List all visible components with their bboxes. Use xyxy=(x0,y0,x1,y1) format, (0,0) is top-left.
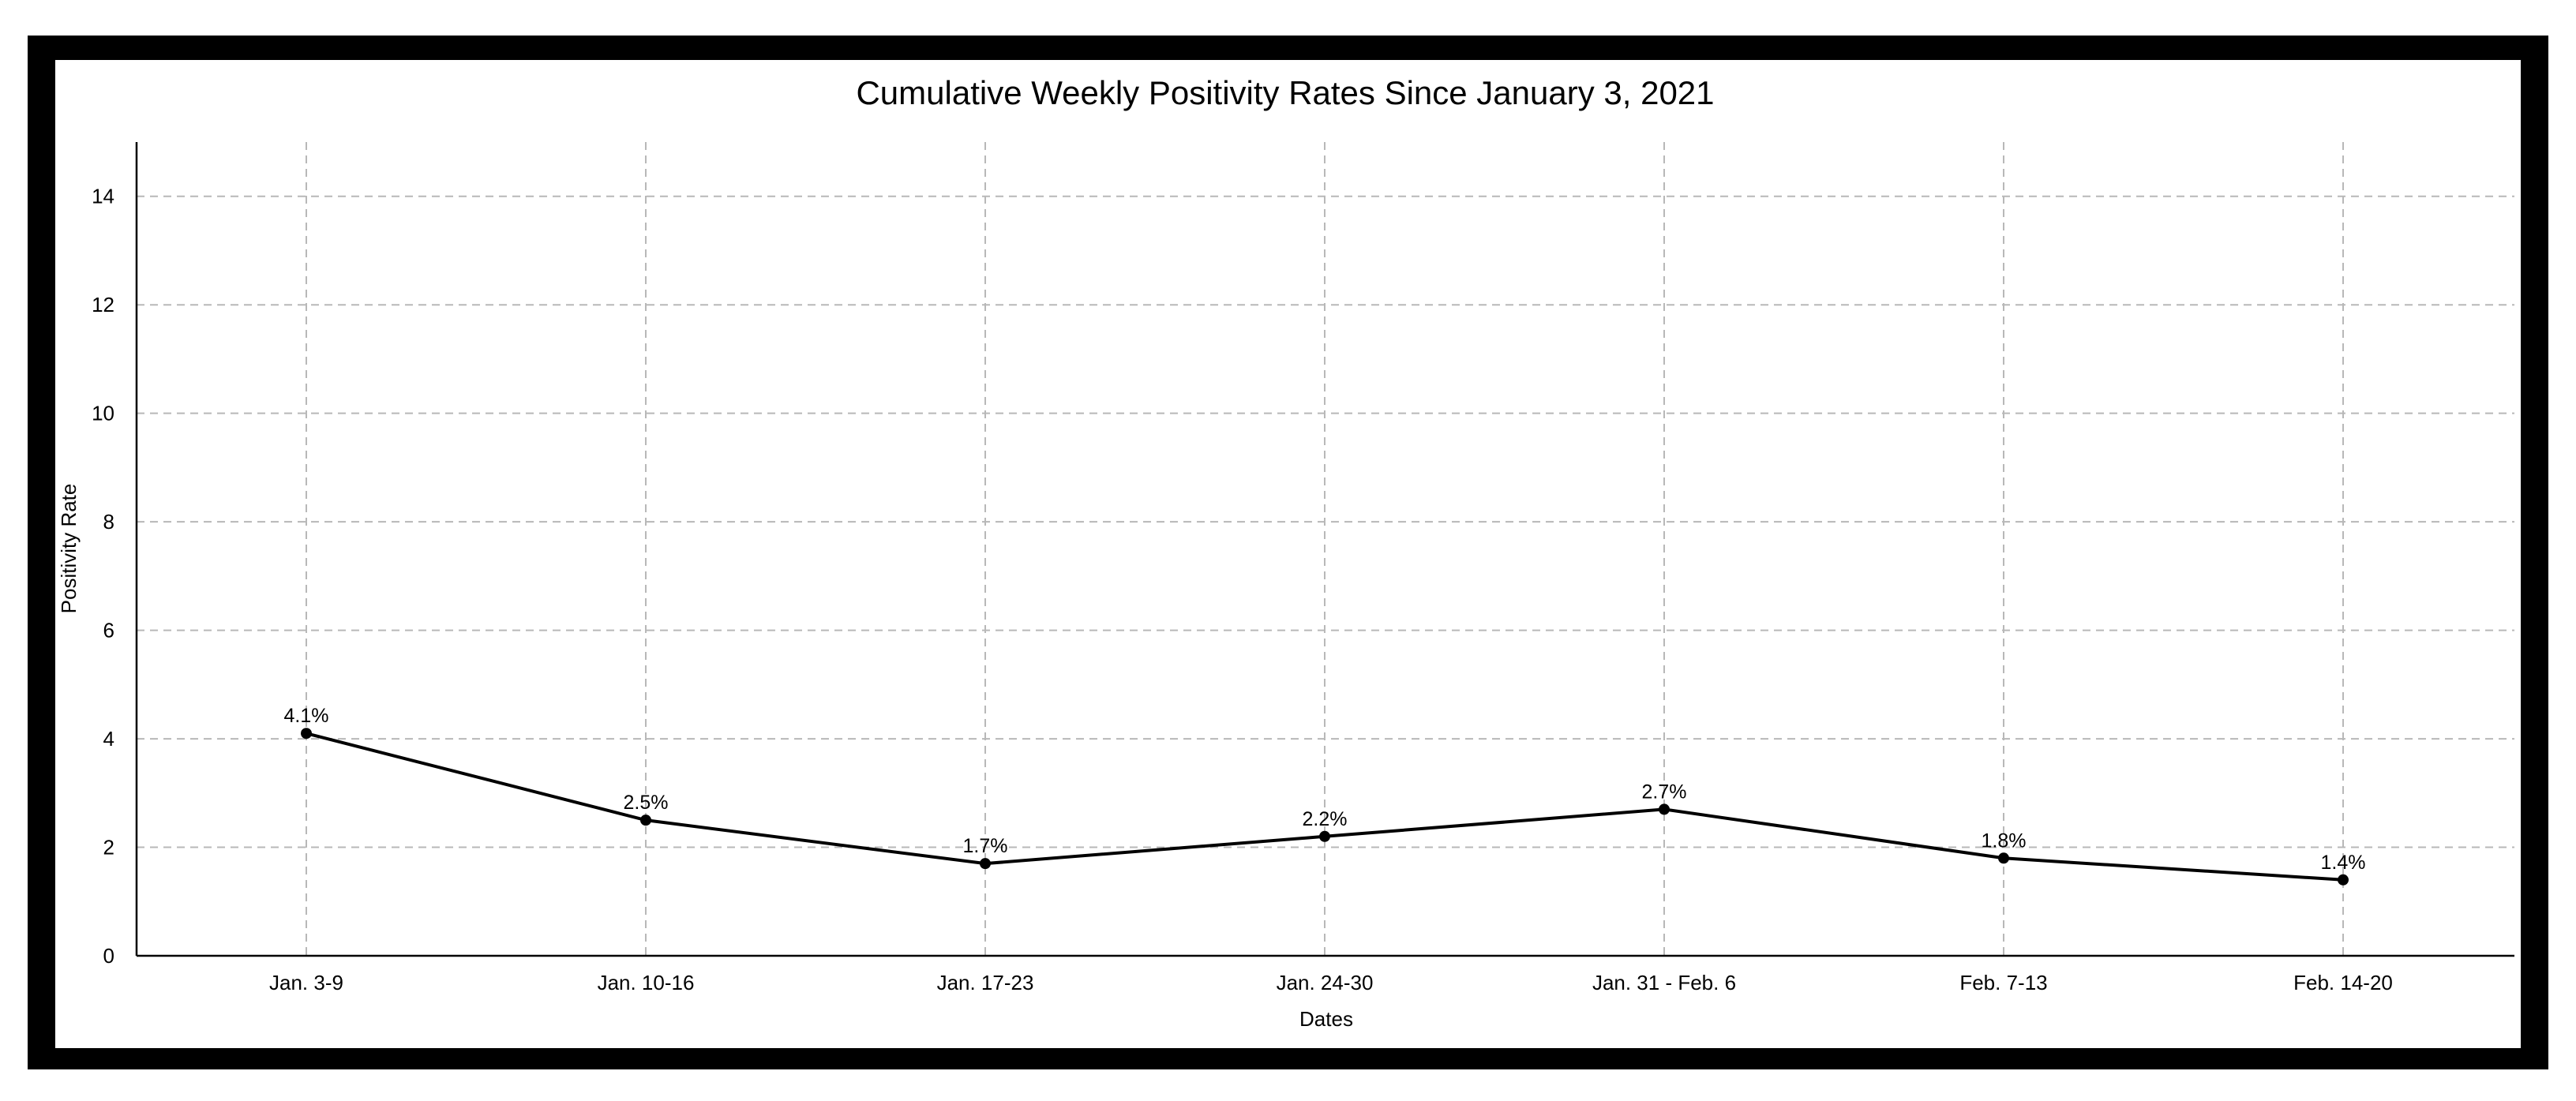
data-label: 1.7% xyxy=(963,835,1008,857)
x-tick-label: Jan. 3-9 xyxy=(269,971,343,994)
x-tick-label: Feb. 7-13 xyxy=(1959,971,2047,994)
y-axis-label: Positivity Rate xyxy=(57,484,81,614)
data-label: 4.1% xyxy=(284,705,329,727)
data-point xyxy=(301,728,312,740)
x-tick-label: Jan. 31 - Feb. 6 xyxy=(1592,971,1736,994)
data-label: 2.5% xyxy=(624,792,669,814)
chart-title: Cumulative Weekly Positivity Rates Since… xyxy=(856,74,1714,111)
y-tick-label: 0 xyxy=(103,944,114,968)
data-label: 1.8% xyxy=(1982,829,2027,852)
data-point xyxy=(980,858,991,870)
x-tick-labels: Jan. 3-9 Jan. 10-16 Jan. 17-23 Jan. 24-30 Ja… xyxy=(269,971,2393,994)
data-point xyxy=(1319,830,1330,842)
x-tick-label: Jan. 17-23 xyxy=(937,971,1034,994)
series: 4.1% 2.5% 1.7% 2.2% 2.7% 1.8% 1.4% xyxy=(284,705,2366,886)
data-point xyxy=(2338,874,2349,886)
x-tick-label: Jan. 24-30 xyxy=(1277,971,1374,994)
y-tick-label: 12 xyxy=(92,293,114,316)
axes xyxy=(135,142,2514,957)
y-tick-label: 10 xyxy=(92,402,114,425)
data-label: 2.2% xyxy=(1303,808,1348,830)
y-tick-label: 4 xyxy=(103,727,114,751)
data-label: 1.4% xyxy=(2321,852,2366,874)
y-tick-label: 2 xyxy=(103,836,114,859)
y-tick-labels: 0 2 4 6 8 10 12 14 xyxy=(92,185,114,968)
y-tick-label: 8 xyxy=(103,510,114,534)
data-point xyxy=(640,815,651,826)
y-tick-label: 14 xyxy=(92,185,114,208)
data-point xyxy=(1659,803,1670,815)
data-point xyxy=(1998,852,2009,864)
x-tick-label: Jan. 10-16 xyxy=(598,971,695,994)
x-tick-label: Feb. 14-20 xyxy=(2293,971,2393,994)
y-tick-label: 6 xyxy=(103,619,114,642)
plot-background xyxy=(55,60,2521,1048)
data-label: 2.7% xyxy=(1642,781,1687,803)
x-axis-label: Dates xyxy=(1299,1007,1353,1031)
